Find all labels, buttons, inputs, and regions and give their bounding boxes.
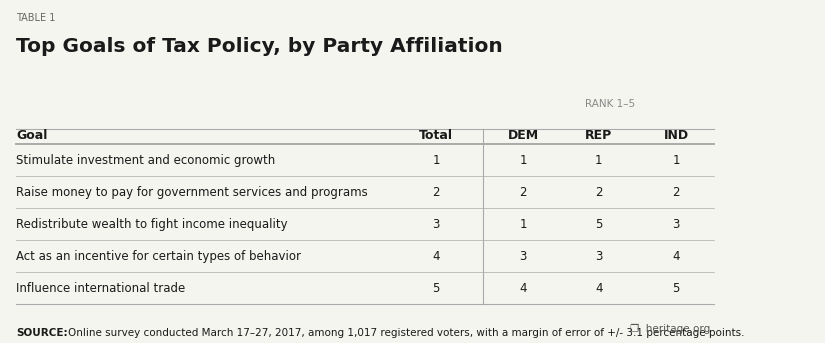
Text: 2: 2: [520, 186, 527, 199]
Text: 3: 3: [520, 250, 527, 263]
Text: Raise money to pay for government services and programs: Raise money to pay for government servic…: [16, 186, 368, 199]
Text: TABLE 1: TABLE 1: [16, 13, 55, 23]
Text: 5: 5: [432, 282, 440, 295]
Text: 1: 1: [672, 154, 680, 167]
Text: 5: 5: [672, 282, 680, 295]
Text: Total: Total: [419, 129, 453, 142]
Text: 1: 1: [595, 154, 602, 167]
Text: Top Goals of Tax Policy, by Party Affiliation: Top Goals of Tax Policy, by Party Affili…: [16, 37, 502, 56]
Text: 2: 2: [595, 186, 602, 199]
Text: 4: 4: [520, 282, 527, 295]
Text: ❐  heritage.org: ❐ heritage.org: [629, 324, 710, 334]
Text: SOURCE:: SOURCE:: [16, 328, 68, 338]
Text: Act as an incentive for certain types of behavior: Act as an incentive for certain types of…: [16, 250, 301, 263]
Text: 1: 1: [432, 154, 440, 167]
Text: 5: 5: [595, 218, 602, 231]
Text: 3: 3: [432, 218, 440, 231]
Text: Goal: Goal: [16, 129, 47, 142]
Text: RANK 1–5: RANK 1–5: [586, 98, 635, 108]
Text: Redistribute wealth to fight income inequality: Redistribute wealth to fight income ineq…: [16, 218, 288, 231]
Text: Influence international trade: Influence international trade: [16, 282, 185, 295]
Text: Online survey conducted March 17–27, 2017, among 1,017 registered voters, with a: Online survey conducted March 17–27, 201…: [68, 328, 744, 338]
Text: 3: 3: [595, 250, 602, 263]
Text: IND: IND: [663, 129, 689, 142]
Text: 3: 3: [672, 218, 680, 231]
Text: DEM: DEM: [507, 129, 539, 142]
Text: 1: 1: [520, 218, 527, 231]
Text: 1: 1: [520, 154, 527, 167]
Text: 4: 4: [595, 282, 602, 295]
Text: Stimulate investment and economic growth: Stimulate investment and economic growth: [16, 154, 276, 167]
Text: 2: 2: [672, 186, 680, 199]
Text: 4: 4: [432, 250, 440, 263]
Text: 4: 4: [672, 250, 680, 263]
Text: REP: REP: [585, 129, 612, 142]
Text: 2: 2: [432, 186, 440, 199]
